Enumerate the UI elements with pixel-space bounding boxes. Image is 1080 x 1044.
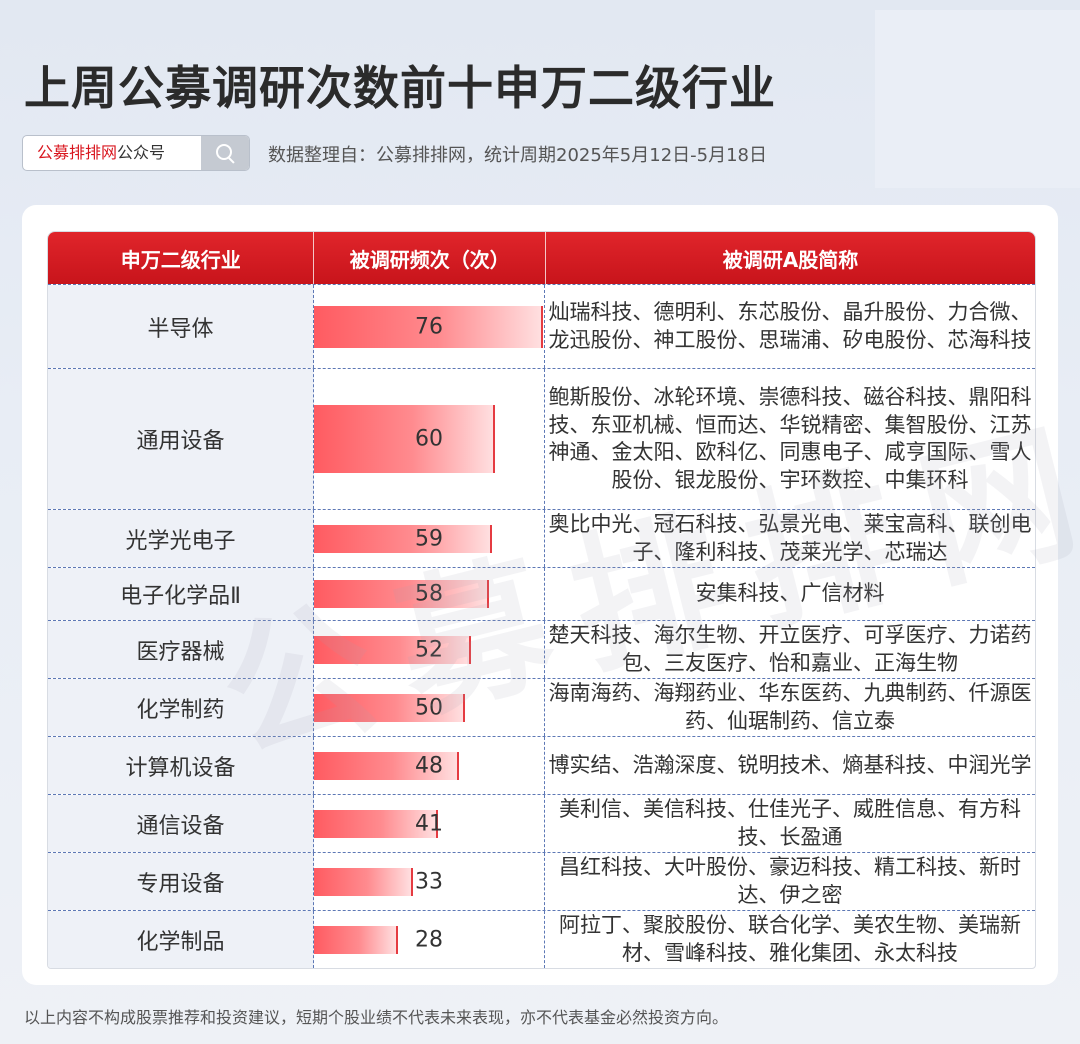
bar-cell: 50 [314,679,545,736]
frequency-value: 50 [415,695,443,720]
frequency-value: 48 [415,753,443,778]
industry-table: 申万二级行业 被调研频次（次） 被调研A股简称 半导体 76 灿瑞科技、德明利、东芯… [47,231,1036,969]
header-industry: 申万二级行业 [48,232,315,284]
table-row: 半导体 76 灿瑞科技、德明利、东芯股份、晶升股份、力合微、龙迅股份、神工股份、思瑞… [48,284,1035,368]
frequency-value: 76 [415,314,443,339]
frequency-bar [314,693,465,722]
bar-cell: 52 [314,621,545,678]
frequency-bar [314,751,459,780]
bar-cell: 48 [314,737,545,794]
stock-list: 楚天科技、海尔生物、开立医疗、可孚医疗、力诺药包、三友医疗、怡和嘉业、正海生物 [548,623,1032,675]
search-brand: 公募排排网 [37,143,118,162]
stock-list: 灿瑞科技、德明利、东芯股份、晶升股份、力合微、龙迅股份、神工股份、思瑞浦、矽电股… [548,300,1032,352]
industry-label: 医疗器械 [48,621,314,678]
table-row: 化学制品 28 阿拉丁、聚胶股份、联合化学、美农生物、美瑞新材、雪峰科技、雅化集团、… [48,910,1035,968]
stock-list: 博实结、浩瀚深度、锐明技术、熵基科技、中润光学 [548,752,1032,777]
bar-cell: 28 [314,911,545,968]
industry-label: 计算机设备 [48,737,314,794]
frequency-value: 58 [415,581,443,607]
table-row: 专用设备 33 昌红科技、大叶股份、豪迈科技、精工科技、新时达、伊之密 [48,852,1035,910]
frequency-bar [314,305,543,348]
search-brand-suffix: 公众号 [117,143,166,162]
stock-list: 阿拉丁、聚胶股份、联合化学、美农生物、美瑞新材、雪峰科技、雅化集团、永太科技 [559,913,1021,965]
search-icon [216,144,232,160]
frequency-bar [314,580,489,608]
search-box[interactable]: 公募排排网公众号 [22,135,250,171]
page-title: 上周公募调研次数前十申万二级行业 [24,61,776,115]
disclaimer: 以上内容不构成股票推荐和投资建议，短期个股业绩不代表未来表现，亦不代表基金必然投… [24,1008,729,1027]
industry-label: 半导体 [48,285,314,368]
stock-list: 安集科技、广信材料 [695,581,885,606]
header-stocks: 被调研A股简称 [722,247,859,272]
frequency-bar [314,809,438,838]
stock-list: 美利信、美信科技、仕佳光子、威胜信息、有方科技、长盈通 [559,797,1021,849]
industry-label: 通信设备 [48,795,314,852]
table-row: 计算机设备 48 博实结、浩瀚深度、锐明技术、熵基科技、中润光学 [48,736,1035,794]
frequency-value: 33 [415,869,443,894]
bar-cell: 58 [314,568,545,620]
frequency-bar [314,524,492,553]
header-frequency: 被调研频次（次） [314,232,546,284]
frequency-value: 28 [415,927,443,952]
table-row: 医疗器械 52 楚天科技、海尔生物、开立医疗、可孚医疗、力诺药包、三友医疗、怡和嘉业… [48,620,1035,678]
stock-list: 昌红科技、大叶股份、豪迈科技、精工科技、新时达、伊之密 [559,855,1021,907]
search-icon-handle [228,157,235,164]
industry-label: 通用设备 [48,369,314,509]
stock-list: 鲍斯股份、冰轮环境、崇德科技、磁谷科技、鼎阳科技、东亚机械、恒而达、华锐精密、集… [548,385,1032,492]
industry-label: 化学制品 [48,911,314,968]
frequency-value: 41 [415,811,443,836]
table-header: 申万二级行业 被调研频次（次） 被调研A股简称 [48,232,1035,284]
table-row: 光学光电子 59 奥比中光、冠石科技、弘景光电、莱宝高科、联创电子、隆利科技、茂莱光… [48,509,1035,567]
search-button[interactable] [201,136,249,170]
frequency-bar [314,635,471,664]
frequency-value: 52 [415,637,443,662]
bar-cell: 33 [314,853,545,910]
source-note: 数据整理自：公募排排网，统计周期2025年5月12日-5月18日 [268,145,768,166]
frequency-bar [314,867,413,896]
table-row: 通用设备 60 鲍斯股份、冰轮环境、崇德科技、磁谷科技、鼎阳科技、东亚机械、恒而达、… [48,368,1035,509]
stock-list: 奥比中光、冠石科技、弘景光电、莱宝高科、联创电子、隆利科技、茂莱光学、芯瑞达 [548,512,1032,564]
bar-cell: 60 [314,369,545,509]
bar-cell: 59 [314,510,545,567]
table-row: 化学制药 50 海南海药、海翔药业、华东医药、九典制药、仟源医药、仙琚制药、信立泰 [48,678,1035,736]
bar-cell: 76 [314,285,545,368]
industry-label: 化学制药 [48,679,314,736]
stock-list: 海南海药、海翔药业、华东医药、九典制药、仟源医药、仙琚制药、信立泰 [548,681,1032,733]
frequency-bar [314,405,495,473]
frequency-value: 60 [415,426,443,452]
table-body: 半导体 76 灿瑞科技、德明利、东芯股份、晶升股份、力合微、龙迅股份、神工股份、思瑞… [48,284,1035,968]
industry-label: 专用设备 [48,853,314,910]
industry-label: 光学光电子 [48,510,314,567]
search-label: 公募排排网公众号 [23,136,201,170]
table-row: 电子化学品Ⅱ 58 安集科技、广信材料 [48,567,1035,620]
background-decoration [875,10,1080,188]
industry-label: 电子化学品Ⅱ [48,568,314,620]
frequency-value: 59 [415,526,443,551]
table-row: 通信设备 41 美利信、美信科技、仕佳光子、威胜信息、有方科技、长盈通 [48,794,1035,852]
bar-cell: 41 [314,795,545,852]
frequency-bar [314,925,398,954]
